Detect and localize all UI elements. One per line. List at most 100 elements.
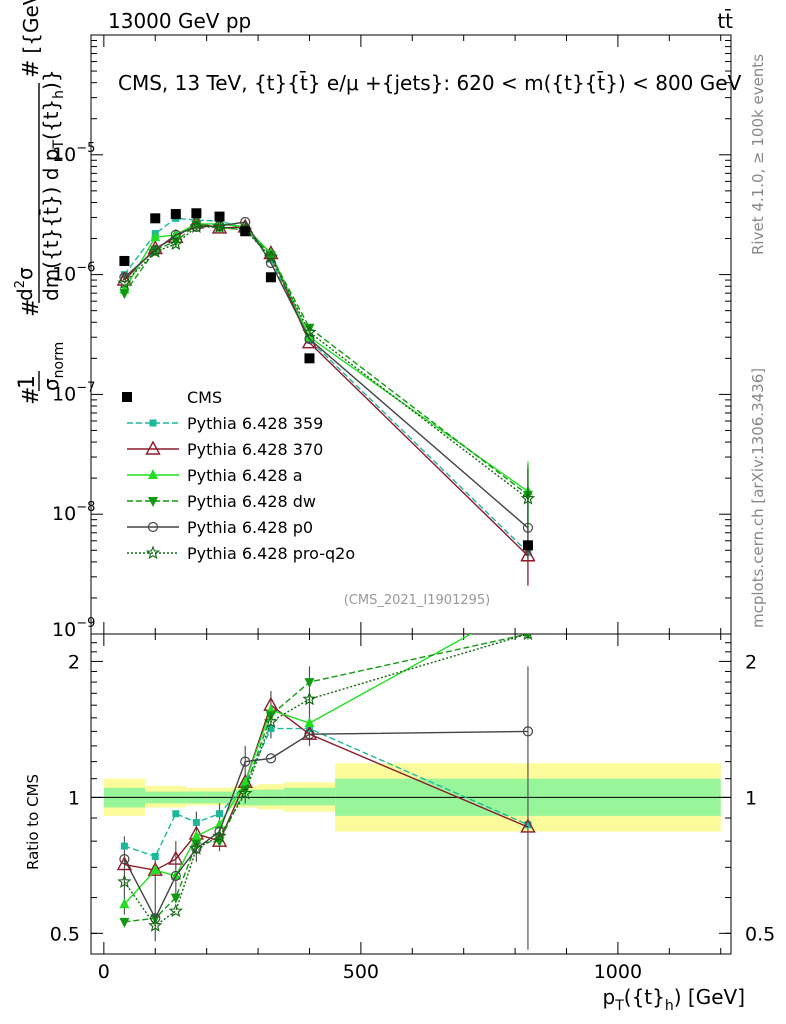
rivet-version: Rivet 4.1.0, ≥ 100k events <box>749 54 767 255</box>
series-line-p370 <box>123 222 529 557</box>
y-tick-base: 10 <box>52 144 76 166</box>
y-tick-exp: −7 <box>76 380 95 395</box>
ratio-point-p359 <box>192 818 200 826</box>
series-line-pp0 <box>123 221 529 529</box>
ratio-line-pdw <box>124 634 529 923</box>
cms-data-point <box>191 208 202 219</box>
ratio-point-pp0 <box>265 753 277 764</box>
legend-label-pp0: Pythia 6.428 p0 <box>187 518 313 537</box>
cms-data-point <box>265 272 276 283</box>
ratio-point-p359 <box>120 842 128 850</box>
ratio-axis-ticks: 0.5 0.5 1 1 2 2 0 500 1000 <box>50 634 775 983</box>
series-point-pq2o <box>302 324 317 339</box>
legend-label-p359: Pythia 6.428 359 <box>187 414 323 433</box>
ratio-point-pdw <box>240 785 251 796</box>
series-point-p370 <box>520 547 536 562</box>
legend-marker-pq2o <box>145 545 161 560</box>
ratio-point-p359 <box>267 725 275 733</box>
series-point-pq2o <box>148 244 163 258</box>
ratio-y-tick-label-right: 1 <box>745 787 757 809</box>
y-tick-exp: −8 <box>76 500 95 515</box>
cms-data-point <box>214 211 225 222</box>
svg-text:#[{GeV}-2]: #[{GeV}-2] <box>19 0 44 78</box>
svg-text:σnorm: σnorm <box>39 342 67 391</box>
ratio-point-pa <box>191 830 202 841</box>
ratio-series-group <box>116 597 536 950</box>
ratio-point-pq2o <box>148 918 163 932</box>
ratio-point-p359 <box>151 852 159 860</box>
ratio-point-pdw <box>214 837 225 848</box>
ratio-point-p359 <box>524 821 532 829</box>
series-point-pq2o <box>189 219 204 233</box>
series-point-pdw <box>265 251 276 262</box>
main-y-axis-label: # 1 σnorm # d2σ dm({t}{t̄}) d pT({t}h)} … <box>13 0 67 405</box>
x-tick-label: 0 <box>98 961 110 983</box>
ratio-point-p359 <box>172 810 180 818</box>
y-tick-base: 10 <box>52 383 76 405</box>
ratio-point-pa <box>240 776 251 787</box>
source-reference: mcplots.cern.ch [arXiv:1306.3436] <box>749 368 767 628</box>
y-tick-base: 10 <box>52 619 76 641</box>
ratio-point-pq2o <box>117 874 132 888</box>
main-series-group <box>116 208 536 586</box>
ratio-point-pq2o <box>168 903 183 918</box>
series-point-pa <box>304 331 315 342</box>
y-tick-label: 10−9 <box>52 616 95 641</box>
legend-label-pq2o: Pythia 6.428 pro-q2o <box>187 544 355 563</box>
cms-data-point <box>522 540 533 551</box>
legend-marker-pa <box>148 469 158 479</box>
ratio-point-pq2o <box>263 714 279 728</box>
ratio-point-p370 <box>116 856 133 871</box>
legend-marker-cms <box>122 392 132 402</box>
ratio-y-tick-label-left: 0.5 <box>50 923 80 945</box>
header-process: 13000 GeV pp <box>108 9 251 33</box>
x-axis-label: pT({t}h) [GeV] <box>603 985 745 1014</box>
series-point-pdw <box>119 289 130 300</box>
ratio-uncertainty-bands <box>91 763 731 832</box>
ratio-point-p370 <box>520 818 536 833</box>
legend-label-p370: Pythia 6.428 370 <box>187 440 323 459</box>
legend-label-pdw: Pythia 6.428 dw <box>187 492 316 511</box>
ratio-y-tick-label-left: 1 <box>68 787 80 809</box>
x-tick-label: 500 <box>343 961 379 983</box>
ratio-y-tick-label-left: 2 <box>68 651 80 673</box>
ratio-point-pa <box>304 717 315 728</box>
svg-text:#: # <box>19 299 44 317</box>
ratio-point-pa <box>523 597 533 607</box>
ratio-point-p370 <box>147 861 163 876</box>
series-line-pq2o <box>123 226 529 500</box>
legend-label-pa: Pythia 6.428 a <box>187 466 303 485</box>
series-point-pq2o <box>117 275 132 290</box>
ratio-point-pp0 <box>522 726 534 737</box>
x-tick-label: 1000 <box>594 961 642 983</box>
ratio-point-pa <box>150 864 161 875</box>
cms-data-point <box>240 226 251 237</box>
ratio-point-pp0 <box>304 729 315 740</box>
ratio-point-pp0 <box>240 756 251 767</box>
y-tick-label: 10−6 <box>52 261 95 286</box>
chart-title: CMS, 13 TeV, {t}{t̄} e/μ +{jets}: 620 < … <box>118 70 742 95</box>
ratio-point-pq2o <box>523 634 533 641</box>
y-tick-exp: −9 <box>76 616 95 631</box>
cms-data-point <box>150 213 161 224</box>
series-line-pa <box>123 223 529 492</box>
legend-marker-p370 <box>145 440 161 455</box>
y-tick-label: 10−5 <box>52 141 95 166</box>
ratio-panel-frame <box>90 633 732 955</box>
ratio-y-axis-label: Ratio to CMS <box>24 774 42 870</box>
ratio-point-p359 <box>216 810 224 818</box>
svg-text:dm({t}{t̄}) d pT({t}h)}: dm({t}{t̄}) d pT({t}h)} <box>38 69 67 301</box>
ratio-point-pdw <box>170 893 181 904</box>
y-tick-exp: −5 <box>76 141 95 156</box>
series-point-pdw <box>170 237 181 248</box>
series-point-pa <box>150 231 161 242</box>
cms-data-point <box>119 255 130 266</box>
svg-text:1: 1 <box>15 375 40 389</box>
series-point-pq2o <box>168 236 183 251</box>
ratio-point-pq2o <box>212 828 227 843</box>
series-point-pq2o <box>263 249 279 264</box>
y-tick-base: 10 <box>52 503 76 525</box>
y-tick-label: 10−8 <box>52 500 95 525</box>
svg-text:d2σ: d2σ <box>13 267 37 301</box>
